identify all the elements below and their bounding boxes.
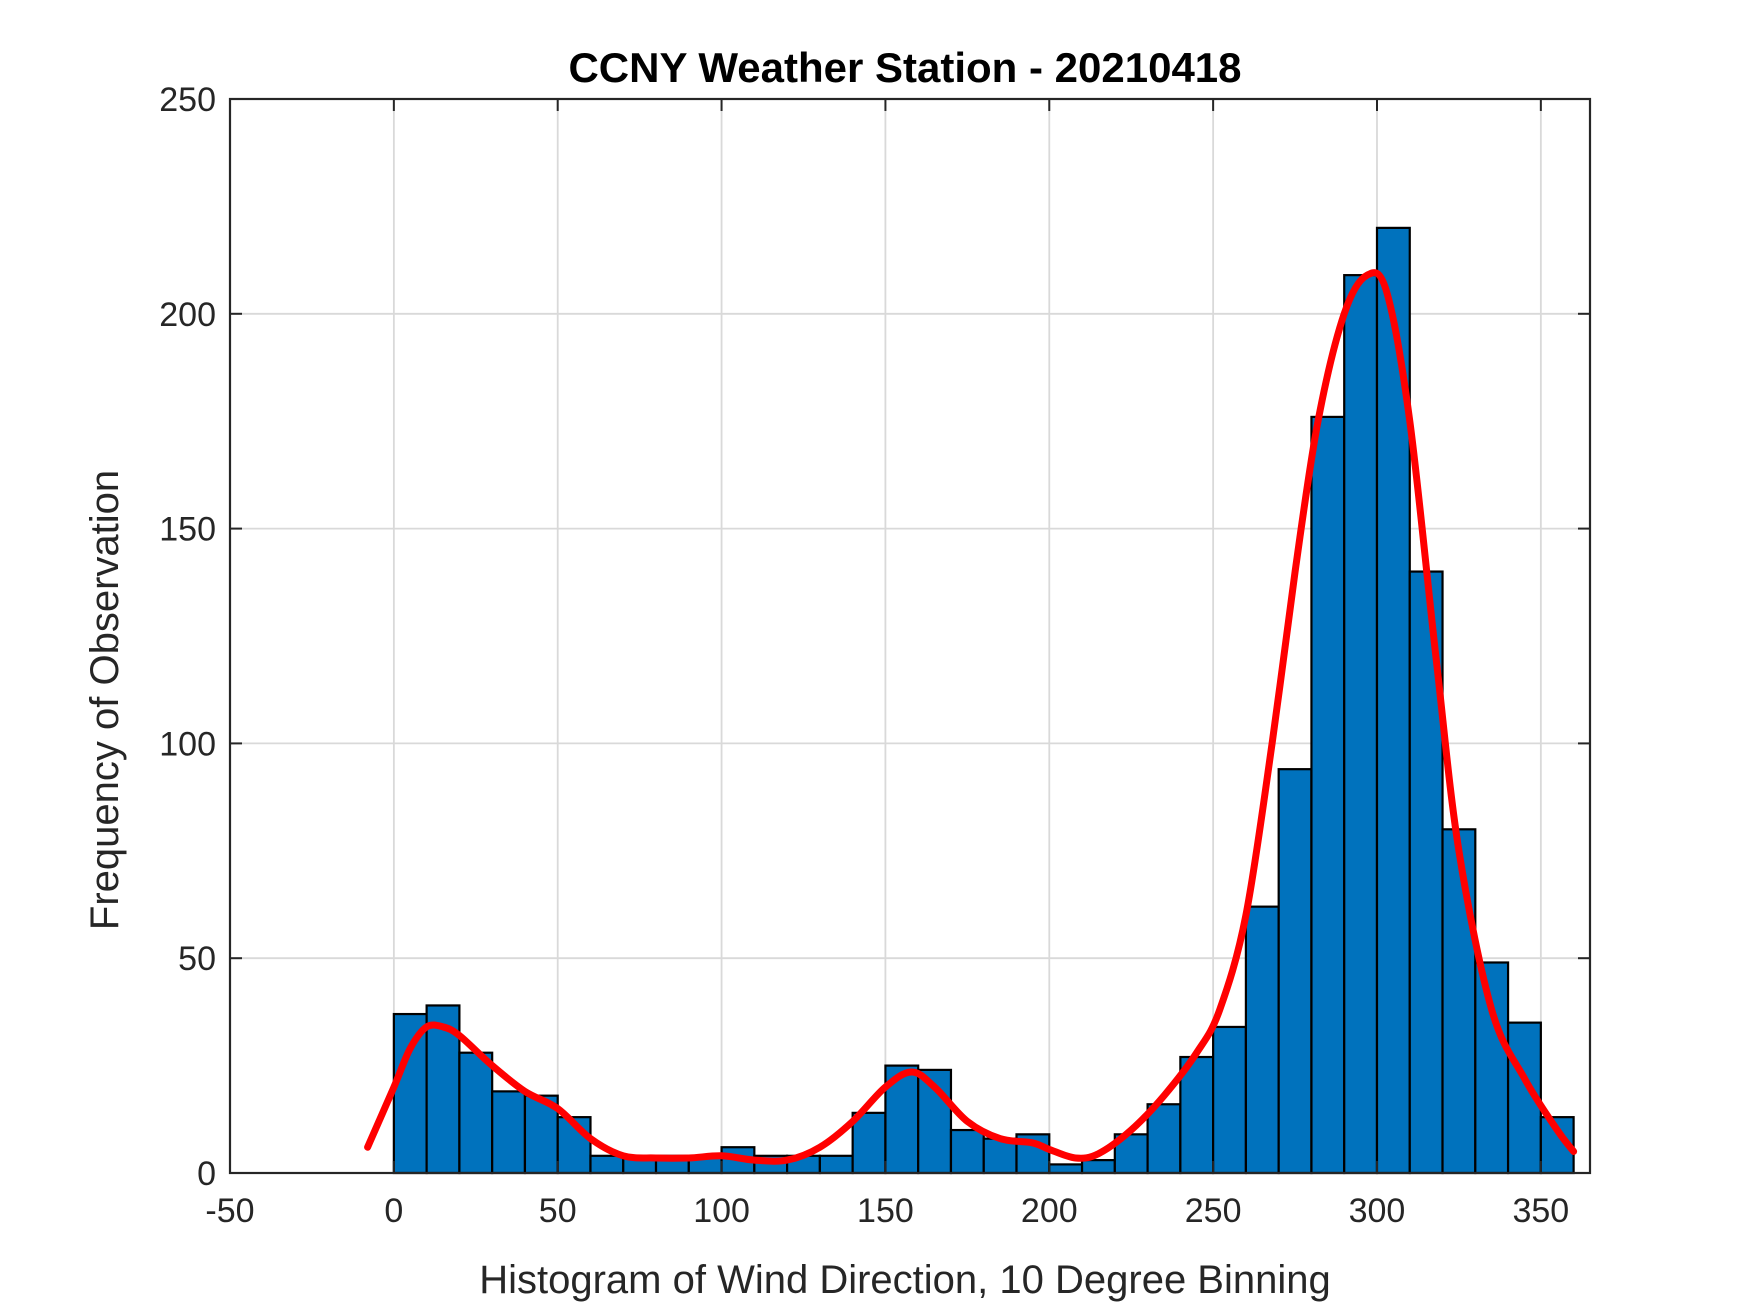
- histogram-bar: [851, 1111, 887, 1175]
- y-axis-title: Frequency of Observation: [83, 470, 127, 930]
- x-tick-label: -50: [205, 1192, 254, 1230]
- x-tick-label: 0: [384, 1192, 403, 1230]
- histogram-bar: [458, 1051, 494, 1175]
- histogram-bar: [1343, 274, 1379, 1175]
- histogram-bar: [589, 1154, 625, 1175]
- density-curve-layer: [364, 269, 1578, 1165]
- y-tick-label: 200: [159, 296, 216, 334]
- histogram-bar: [1212, 1025, 1248, 1175]
- histogram-bar: [491, 1090, 527, 1175]
- histogram-bar: [1474, 961, 1510, 1175]
- histogram-bar: [1244, 905, 1280, 1175]
- x-tick-labels: -50 0 50 100 150 200 250 300 350: [205, 1192, 1569, 1230]
- histogram-bar: [1048, 1163, 1084, 1175]
- y-tick-label: 150: [159, 511, 216, 549]
- histogram-bar: [392, 1012, 428, 1175]
- y-tick-label: 100: [159, 725, 216, 763]
- density-fit-curve: [364, 269, 1578, 1165]
- x-tick-label: 300: [1349, 1192, 1406, 1230]
- histogram-bar: [1080, 1159, 1116, 1175]
- y-tick-label: 250: [159, 81, 216, 119]
- histogram-bar: [1441, 828, 1477, 1175]
- histogram-bar: [1277, 768, 1313, 1175]
- x-tick-label: 200: [1021, 1192, 1078, 1230]
- histogram-bar: [949, 1128, 985, 1175]
- axis-ticks: [229, 98, 1590, 1174]
- y-tick-label: 50: [178, 940, 216, 978]
- x-tick-label: 100: [693, 1192, 750, 1230]
- histogram-bars: [392, 226, 1575, 1175]
- y-tick-label: 0: [197, 1155, 216, 1193]
- x-tick-label: 350: [1512, 1192, 1569, 1230]
- x-tick-label: 150: [857, 1192, 914, 1230]
- histogram-bar: [818, 1154, 854, 1175]
- plot-box: [228, 97, 1592, 1175]
- chart-title: CCNY Weather Station - 20210418: [568, 44, 1241, 91]
- histogram-bar: [1146, 1103, 1182, 1175]
- x-tick-label: 250: [1185, 1192, 1242, 1230]
- x-tick-label: 50: [539, 1192, 577, 1230]
- y-tick-labels: 0 50 100 150 200 250: [159, 81, 216, 1193]
- histogram-bar: [1310, 415, 1346, 1175]
- x-axis-title: Histogram of Wind Direction, 10 Degree B…: [479, 1258, 1331, 1302]
